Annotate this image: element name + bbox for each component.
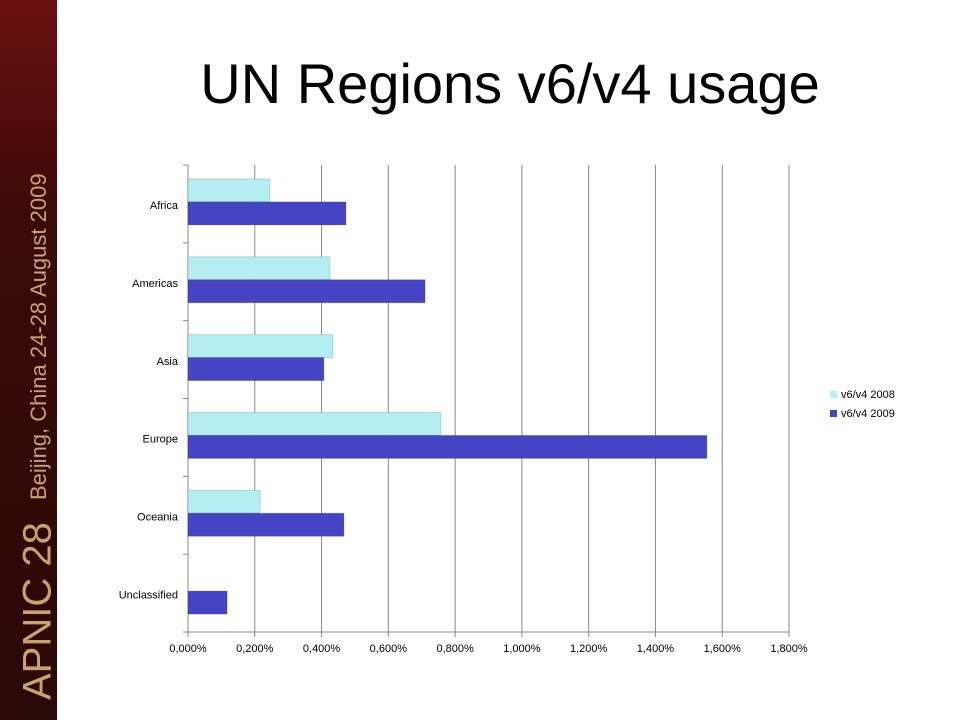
y-tick-label: Oceania [137, 511, 179, 523]
x-tick-label: 1,200% [570, 643, 608, 655]
y-tick-label: Americas [132, 278, 178, 290]
chart: 0,000% 0,200% 0,400% 0,600% 0,800% 1,000% 1,20… [119, 164, 895, 655]
y-tick-label: Europe [143, 434, 178, 446]
bar [187, 279, 426, 304]
x-tick-label: 0,800% [436, 643, 474, 655]
y-tick-label: Asia [157, 356, 179, 368]
x-tick-label: 0,600% [370, 643, 408, 655]
y-tick-label: Unclassified [119, 589, 178, 601]
x-tick-label: 0,200% [236, 643, 274, 655]
bar [187, 434, 708, 459]
bar [187, 334, 334, 359]
bar [187, 201, 347, 226]
legend-swatch [830, 391, 837, 398]
x-tick-label: 0,400% [303, 643, 341, 655]
bar [187, 512, 345, 537]
x-tick-label: 1,400% [637, 643, 675, 655]
chart-title: UN Regions v6/v4 usage [200, 52, 819, 115]
legend-label: v6/v4 2009 [841, 408, 895, 420]
x-tick-label: 1,800% [770, 643, 808, 655]
legend-label: v6/v4 2008 [841, 389, 895, 401]
bar [187, 489, 261, 514]
bar [187, 256, 331, 281]
x-tick-label: 1,600% [704, 643, 742, 655]
bar [187, 178, 271, 203]
bar [187, 357, 325, 382]
legend-swatch [830, 410, 837, 417]
y-tick-label: Africa [150, 200, 179, 212]
x-tick-label: 0,000% [169, 643, 207, 655]
sidebar-event: APNIC 28 [16, 522, 60, 700]
sidebar-location: Beijing, China 24-28 August 2009 [26, 173, 51, 500]
bar [187, 411, 442, 436]
x-tick-label: 1,000% [503, 643, 541, 655]
bar [187, 590, 228, 615]
sidebar [0, 0, 57, 720]
